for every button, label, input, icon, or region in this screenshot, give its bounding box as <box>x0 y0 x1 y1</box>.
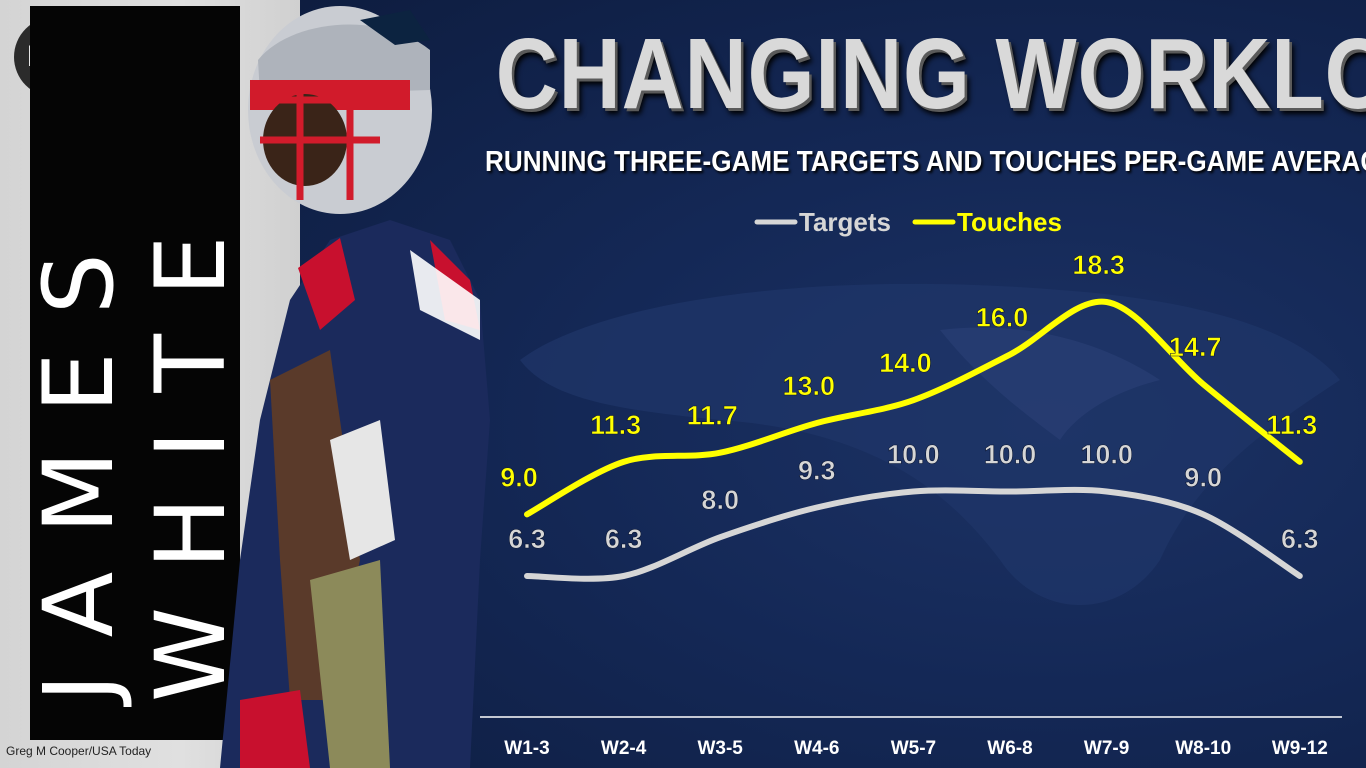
x-tick-label: W4-6 <box>794 738 839 759</box>
x-tick-label: W1-3 <box>504 738 549 759</box>
player-photo <box>220 6 490 768</box>
data-label-touches: 18.3 <box>1072 250 1125 280</box>
data-label-targets: 9.0 <box>1184 462 1222 492</box>
data-label-targets: 10.0 <box>887 440 940 470</box>
data-label-touches: 9.0 <box>500 462 538 492</box>
data-label-targets: 6.3 <box>508 524 546 554</box>
x-tick-label: W3-5 <box>697 738 743 759</box>
data-label-touches: 11.3 <box>590 410 641 440</box>
x-tick-label: W7-9 <box>1084 738 1129 759</box>
data-label-touches: 11.3 <box>1266 410 1317 440</box>
data-label-targets: 8.0 <box>701 485 739 515</box>
legend-label: Touches <box>957 207 1062 237</box>
x-tick-label: W2-4 <box>601 738 647 759</box>
data-label-targets: 10.0 <box>984 440 1037 470</box>
x-tick-label: W8-10 <box>1175 738 1231 759</box>
series-line-targets <box>524 486 1303 582</box>
data-label-targets: 10.0 <box>1080 440 1133 470</box>
x-tick-label: W6-8 <box>987 738 1032 759</box>
x-tick-label: W5-7 <box>891 738 936 759</box>
data-label-touches: 14.0 <box>879 348 932 378</box>
chart-title: CHANGING WORKLOAD <box>495 18 1366 130</box>
chart-panel <box>300 0 1366 768</box>
data-label-touches: 14.7 <box>1169 332 1222 362</box>
legend-label: Targets <box>799 207 891 237</box>
chart-subtitle: RUNNING THREE-GAME TARGETS AND TOUCHES P… <box>485 146 1366 178</box>
data-label-targets: 9.3 <box>798 456 836 486</box>
x-tick-label: W9-12 <box>1272 738 1328 759</box>
player-name-banner: JAMES WHITE <box>23 6 247 740</box>
data-label-targets: 6.3 <box>605 524 643 554</box>
photo-credit: Greg M Cooper/USA Today <box>6 744 152 758</box>
data-label-touches: 13.0 <box>783 371 836 401</box>
series-line-touches <box>524 298 1303 518</box>
data-label-touches: 11.7 <box>687 401 738 431</box>
data-label-touches: 16.0 <box>976 303 1029 333</box>
team-logo-watermark <box>520 283 1340 605</box>
data-label-targets: 6.3 <box>1281 524 1319 554</box>
